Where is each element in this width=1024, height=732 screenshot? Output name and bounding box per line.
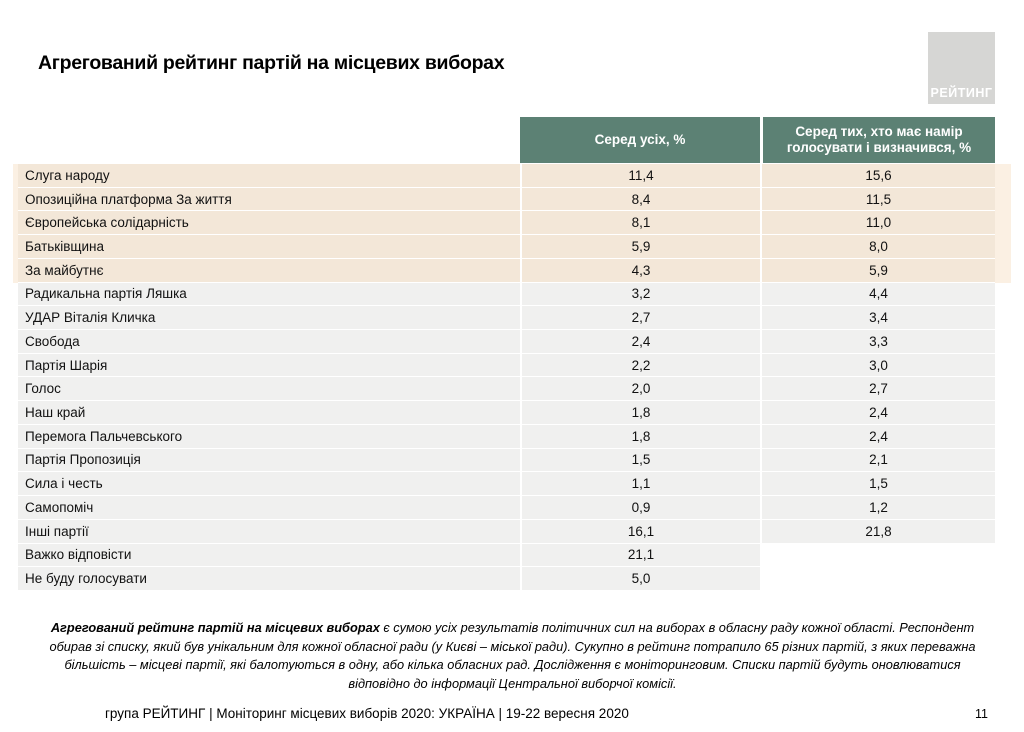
value-all-cell: 8,4 (520, 187, 760, 212)
party-name-cell: Опозиційна платформа За життя (18, 187, 520, 212)
value-all-cell: 21,1 (520, 543, 760, 568)
party-name-cell: Партія Шарія (18, 353, 520, 378)
table-row: Не буду голосувати 5,0 (18, 567, 995, 591)
value-decided-cell: 15,6 (760, 164, 995, 188)
party-name-cell: УДАР Віталія Кличка (18, 306, 520, 331)
rating-group-logo: РЕЙТИНГ (928, 32, 995, 104)
party-name-cell: Самопоміч (18, 496, 520, 520)
value-all-cell: 2,4 (520, 330, 760, 354)
value-all-cell: 1,8 (520, 424, 760, 449)
value-decided-cell: 2,4 (760, 401, 995, 425)
value-all-cell: 3,2 (520, 282, 760, 307)
table-row: Партія Шарія 2,2 3,0 (18, 353, 995, 378)
value-decided-cell: 3,3 (760, 330, 995, 354)
value-all-cell: 2,7 (520, 306, 760, 331)
party-name-cell: Голос (18, 377, 520, 402)
value-decided-cell: 2,4 (760, 424, 995, 449)
value-decided-cell: 5,9 (760, 258, 995, 283)
table-row: Опозиційна платформа За життя 8,4 11,5 (18, 187, 995, 212)
value-all-cell: 5,9 (520, 235, 760, 259)
header-spacer (18, 117, 520, 163)
page-number: 11 (975, 707, 988, 721)
table-header: Серед усіх, % Серед тих, хто має намір г… (18, 117, 995, 163)
party-name-cell: Радикальна партія Ляшка (18, 282, 520, 307)
table-row: Європейська солідарність 8,1 11,0 (18, 211, 995, 236)
table-row: Важко відповісти 21,1 (18, 543, 995, 568)
table-row: Сила і честь 1,1 1,5 (18, 472, 995, 497)
footnote-body: є сумою усіх результатів політичних сил … (49, 620, 976, 691)
value-decided-cell: 11,0 (760, 211, 995, 236)
table-row: Голос 2,0 2,7 (18, 377, 995, 402)
footer-source-line: група РЕЙТИНГ | Моніторинг місцевих вибо… (105, 706, 629, 721)
value-decided-cell: 3,4 (760, 306, 995, 331)
value-all-cell: 2,2 (520, 353, 760, 378)
table-row: Слуга народу 11,4 15,6 (18, 164, 995, 188)
table-row: Наш край 1,8 2,4 (18, 401, 995, 425)
table-row: Партія Пропозиція 1,5 2,1 (18, 448, 995, 473)
value-decided-cell: 3,0 (760, 353, 995, 378)
table-row: Радикальна партія Ляшка 3,2 4,4 (18, 282, 995, 307)
table-row: Батьківщина 5,9 8,0 (18, 235, 995, 259)
footnote: Агрегований рейтинг партій на місцевих в… (35, 619, 990, 693)
value-decided-cell: 1,2 (760, 496, 995, 520)
value-all-cell: 5,0 (520, 567, 760, 591)
value-decided-cell: 4,4 (760, 282, 995, 307)
value-all-cell: 16,1 (520, 519, 760, 544)
party-name-cell: За майбутнє (18, 258, 520, 283)
value-all-cell: 1,1 (520, 472, 760, 497)
party-name-cell: Європейська солідарність (18, 211, 520, 236)
logo-text: РЕЙТИНГ (930, 86, 993, 100)
party-name-cell: Не буду голосувати (18, 567, 520, 591)
party-name-cell: Перемога Пальчевського (18, 424, 520, 449)
table-row: За майбутнє 4,3 5,9 (18, 258, 995, 283)
column-header-decided: Серед тих, хто має намір голосувати і ви… (760, 117, 995, 163)
value-all-cell: 1,5 (520, 448, 760, 473)
value-all-cell: 2,0 (520, 377, 760, 402)
table-row: Перемога Пальчевського 1,8 2,4 (18, 424, 995, 449)
party-name-cell: Свобода (18, 330, 520, 354)
value-all-cell: 1,8 (520, 401, 760, 425)
ratings-table: Серед усіх, % Серед тих, хто має намір г… (18, 117, 995, 591)
value-decided-cell: 11,5 (760, 187, 995, 212)
column-header-all: Серед усіх, % (520, 117, 760, 163)
value-decided-cell: 2,7 (760, 377, 995, 402)
party-name-cell: Слуга народу (18, 164, 520, 188)
value-all-cell: 0,9 (520, 496, 760, 520)
value-all-cell: 8,1 (520, 211, 760, 236)
table-row: Свобода 2,4 3,3 (18, 330, 995, 354)
table-body: Слуга народу 11,4 15,6 Опозиційна платформа… (18, 164, 995, 591)
value-decided-cell: 1,5 (760, 472, 995, 497)
value-decided-cell: 8,0 (760, 235, 995, 259)
value-all-cell: 4,3 (520, 258, 760, 283)
party-name-cell: Батьківщина (18, 235, 520, 259)
table-row: Самопоміч 0,9 1,2 (18, 496, 995, 520)
party-name-cell: Сила і честь (18, 472, 520, 497)
party-name-cell: Важко відповісти (18, 543, 520, 568)
value-decided-cell: 2,1 (760, 448, 995, 473)
value-all-cell: 11,4 (520, 164, 760, 188)
party-name-cell: Інші партії (18, 519, 520, 544)
table-row: УДАР Віталія Кличка 2,7 3,4 (18, 306, 995, 331)
party-name-cell: Наш край (18, 401, 520, 425)
footnote-lead: Агрегований рейтинг партій на місцевих в… (50, 620, 380, 635)
value-decided-cell: 21,8 (760, 519, 995, 544)
value-decided-cell (760, 543, 995, 568)
party-name-cell: Партія Пропозиція (18, 448, 520, 473)
table-row: Інші партії 16,1 21,8 (18, 519, 995, 544)
page-title: Агрегований рейтинг партій на місцевих в… (38, 52, 505, 74)
value-decided-cell (760, 567, 995, 591)
